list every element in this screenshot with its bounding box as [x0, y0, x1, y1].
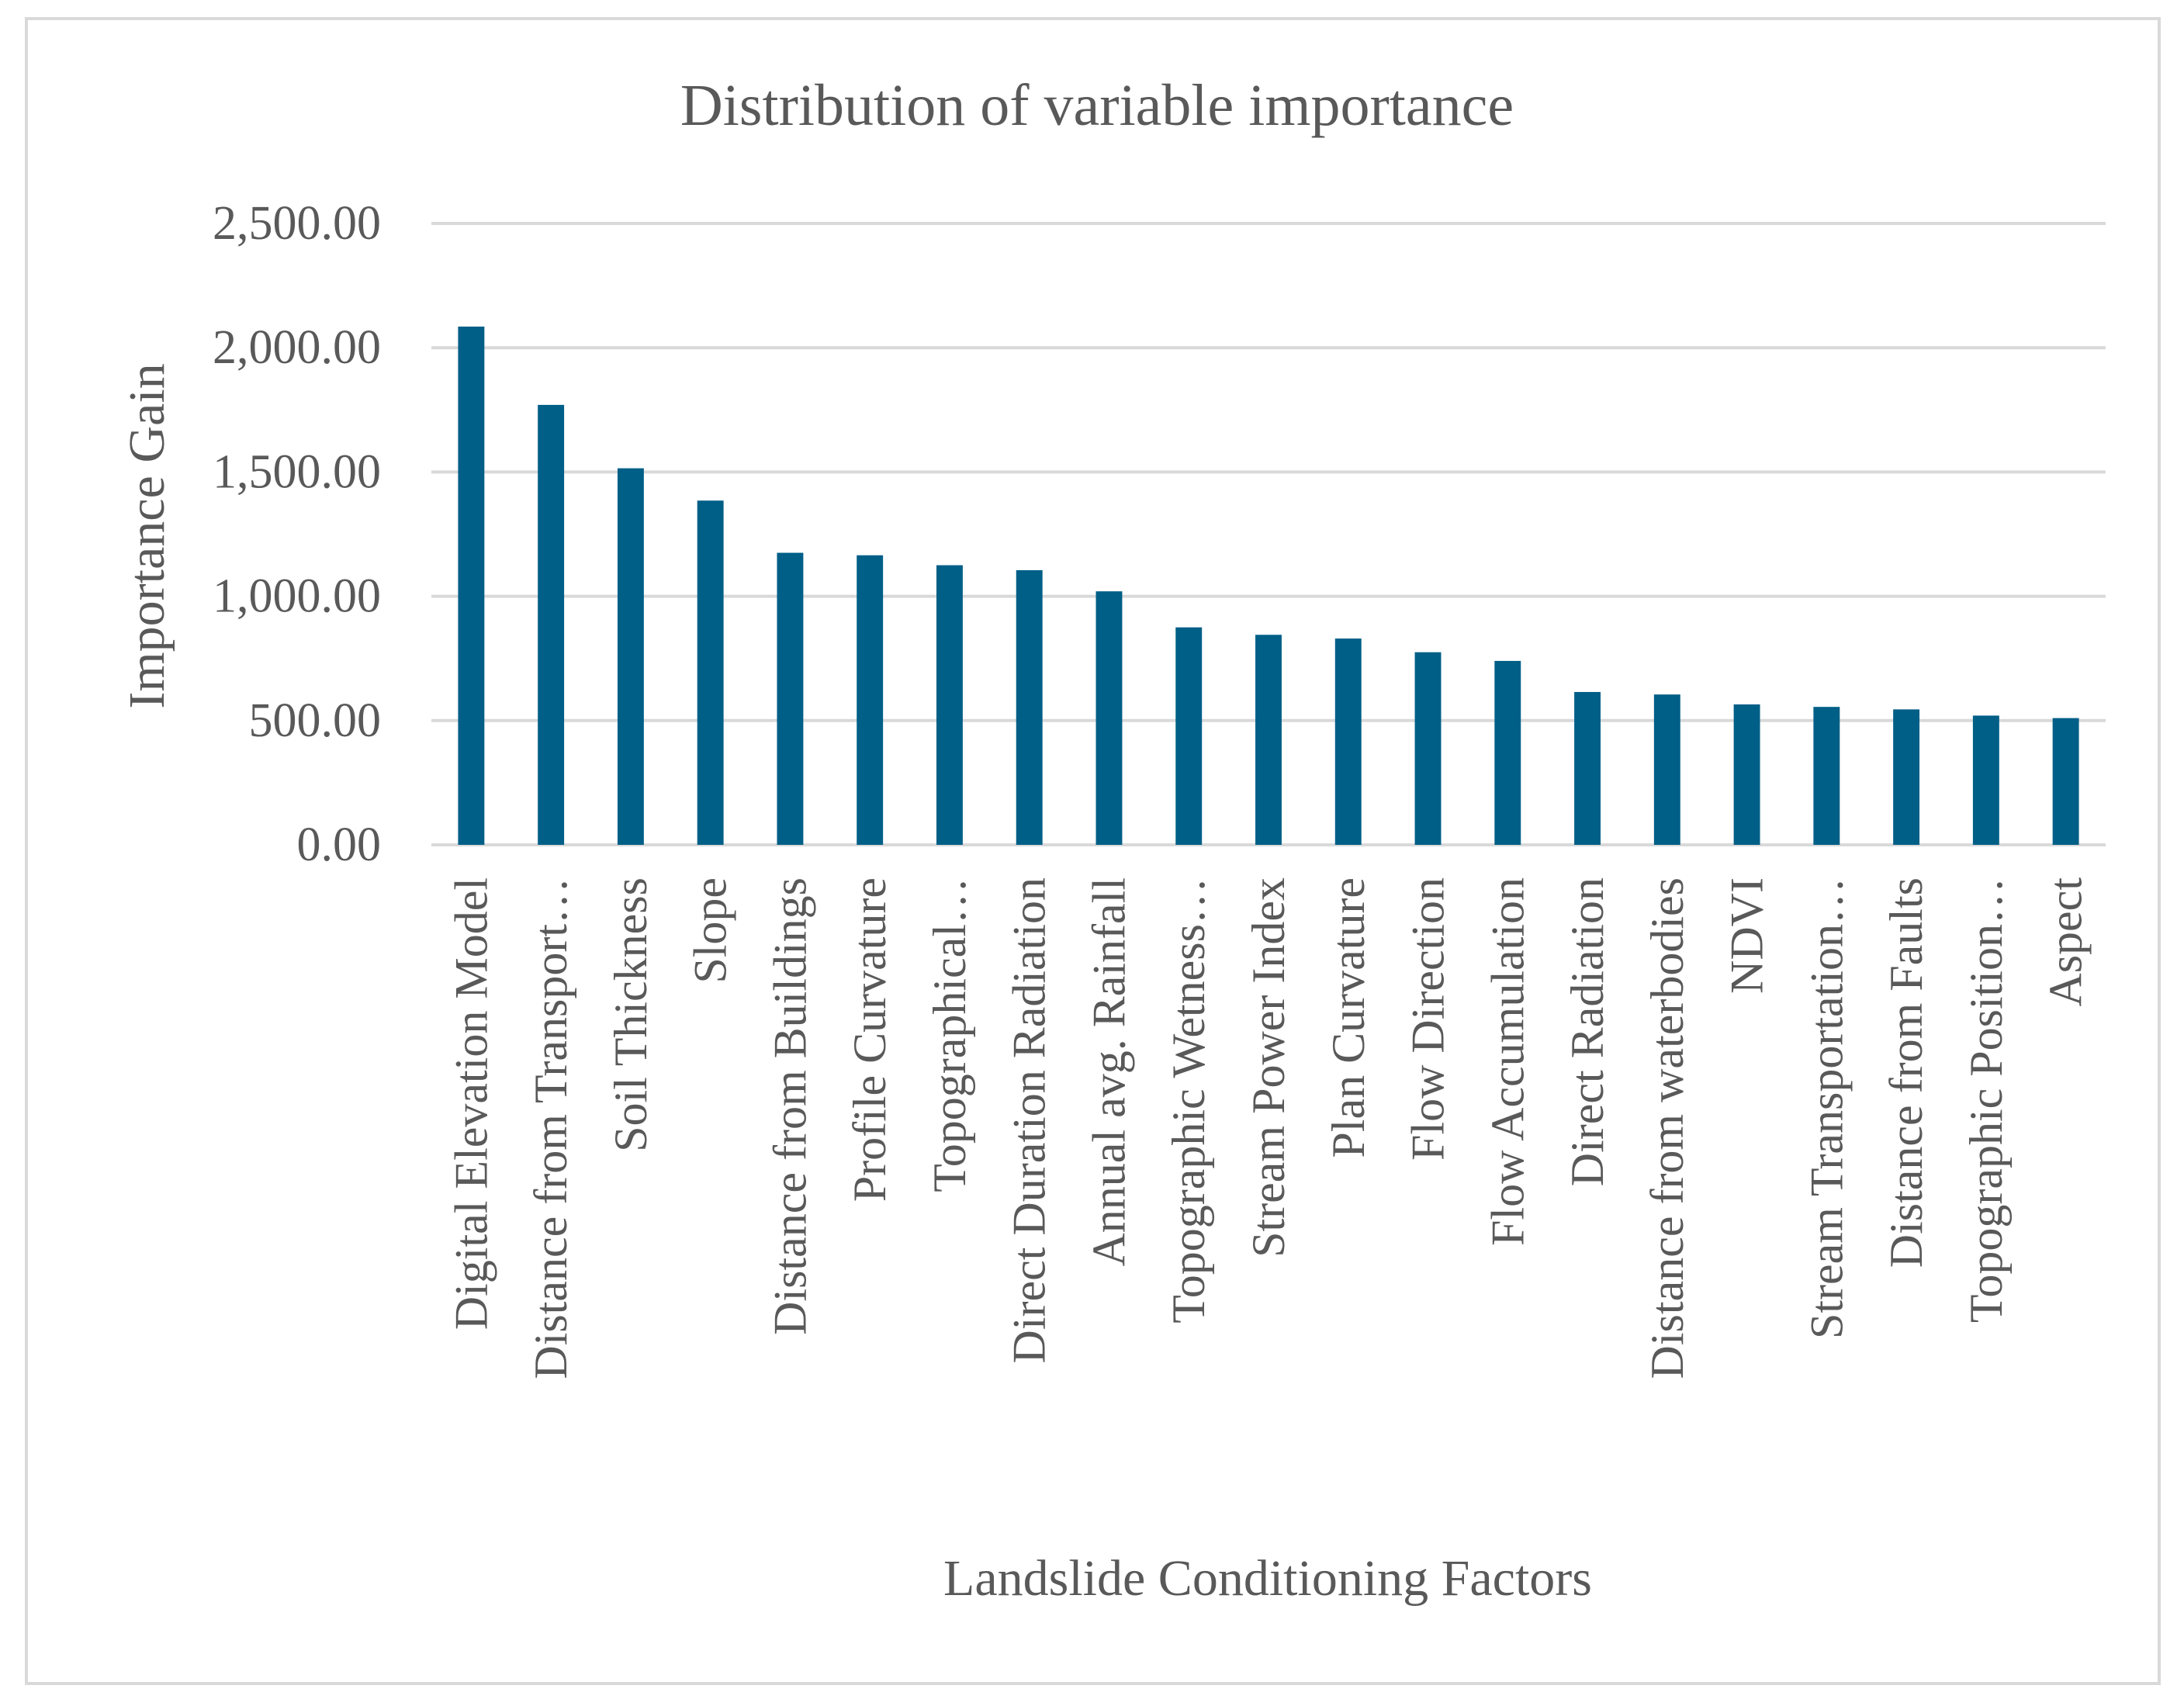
chart-title: Distribution of variable importance [680, 73, 1514, 138]
x-category-label: Soil Thickness [605, 877, 656, 1152]
x-category-label: Distance from Faults [1881, 877, 1932, 1268]
x-axis-title: Landslide Conditioning Factors [943, 1550, 1592, 1607]
x-category-label: Stream Power Index [1243, 877, 1294, 1258]
y-axis-title: Importance Gain [119, 363, 175, 708]
x-category-label: Distance from Buildings [764, 877, 815, 1335]
bar [1016, 569, 1043, 845]
y-tick-label: 0.00 [297, 818, 382, 871]
bar-chart: Distribution of variable importance 0.00… [119, 73, 2106, 1607]
x-category-label: Stream Transportation… [1801, 877, 1852, 1339]
bar [538, 404, 565, 845]
x-category-label: Flow Direction [1403, 877, 1454, 1161]
bar [1095, 591, 1123, 845]
x-category-label: Slope [685, 877, 736, 984]
x-category-label: Annual avg. Rainfall [1083, 877, 1134, 1267]
y-tick-label: 2,500.00 [213, 197, 381, 250]
bar [1574, 691, 1601, 845]
y-tick-label: 2,000.00 [213, 321, 381, 374]
x-category-label: Direct Radiation [1562, 877, 1613, 1186]
x-category-label: Distance from waterbodies [1642, 877, 1693, 1379]
x-category-label: Topographical… [924, 877, 975, 1192]
bar [2052, 718, 2079, 845]
x-category-label: Direct Duration Radiation [1004, 877, 1055, 1363]
x-category-label: Topographic Position… [1961, 877, 2012, 1323]
bar [1893, 709, 1920, 845]
bar [617, 468, 644, 845]
y-axis-ticks: 0.00 500.00 1,000.00 1,500.00 2,000.00 2,500.… [213, 197, 381, 871]
x-category-label: Profile Curvature [844, 877, 895, 1202]
bar [1494, 660, 1521, 845]
x-category-label: NDVI [1722, 877, 1773, 994]
x-category-label: Topographic Wetness… [1163, 877, 1214, 1324]
bar [1733, 704, 1760, 845]
bar [458, 326, 485, 845]
bar [1255, 635, 1282, 845]
y-tick-label: 1,000.00 [213, 570, 381, 623]
x-category-label: Aspect [2040, 877, 2092, 1007]
bar [1175, 627, 1203, 845]
bar [1972, 715, 1999, 845]
y-tick-label: 500.00 [249, 694, 382, 747]
bar [1414, 652, 1442, 845]
bars [458, 326, 2079, 845]
x-category-label: Distance from Transport… [525, 877, 576, 1379]
y-tick-label: 1,500.00 [213, 445, 381, 498]
bar [777, 552, 804, 845]
bar [1653, 694, 1680, 845]
bar [697, 500, 724, 845]
x-axis-categories: Digital Elevation Model Distance from Tra… [445, 877, 2091, 1379]
chart-frame: Distribution of variable importance 0.00… [25, 17, 2161, 1685]
bar [936, 565, 963, 845]
x-category-label: Digital Elevation Model [445, 877, 497, 1330]
x-category-label: Plan Curvature [1323, 877, 1374, 1158]
bar [1813, 707, 1840, 845]
bar [1334, 638, 1362, 845]
bar [857, 555, 884, 845]
x-category-label: Flow Accumulation [1482, 877, 1533, 1246]
